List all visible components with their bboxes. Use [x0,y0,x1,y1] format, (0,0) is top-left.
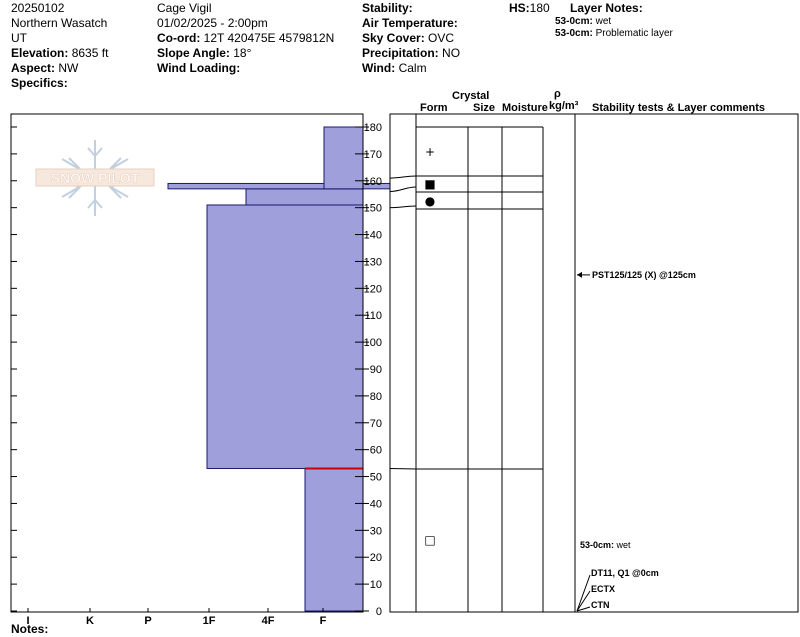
y-tick-label: 100 [364,337,382,349]
state: UT [11,31,27,45]
layer-connectors [389,175,417,470]
layer-note: 53-0cm: Problematic layer [555,28,673,39]
y-tick-label: 130 [364,256,382,268]
layer-notes: Layer Notes: 53-0cm: wet 53-0cm: Problem… [555,1,673,40]
rho-header: ρ [554,88,561,100]
stability-tests: PST125/125 (X) @125cm DT11, Q1 @0cm ECTX CT… [576,270,696,612]
wind: Wind: Calm [362,61,427,75]
snowpilot-watermark: SNOW PILOT [35,140,155,216]
layer-note: 53-0cm: wet [555,16,612,27]
y-tick-label: 30 [370,525,382,537]
wind-loading: Wind Loading: [157,61,241,75]
hardness-plot-frame [10,113,364,613]
y-tick-label: 70 [370,418,382,430]
crystal-form-symbol: ■ [424,177,435,191]
y-tick-label: 40 [370,498,382,510]
size-header: Size [473,102,496,114]
layer-table-frame [389,113,799,613]
layer-table-lines [416,126,544,612]
y-tick-label: 90 [370,364,382,376]
crystal-form-symbol: □ [424,533,435,547]
moisture-header: Moisture [502,102,548,114]
left-ticks [11,126,363,612]
hardness-bar [245,188,364,206]
y-tick-label: 110 [364,310,382,322]
stability-test-label: ECTX [591,584,615,594]
y-tick-label: 180 [364,122,382,134]
x-tick-label: P [144,615,151,627]
stability-test-arrow [576,590,591,612]
form-header: Form [420,102,448,114]
arrow-head [577,271,582,278]
layer-connector [389,205,417,209]
hardness-bar [206,204,364,469]
layer-connector [389,186,417,193]
x-axis-ticks: I K P 1F 4F F [26,608,327,627]
stability-test-label: CTN [591,600,610,610]
sky-cover: Sky Cover: OVC [362,31,455,45]
air-temperature: Air Temperature: [362,16,458,30]
y-tick-label: 60 [370,445,382,457]
stability-test-arrow [576,574,591,612]
coordinates: Co-ord: 12T 420475E 4579812N [157,31,335,45]
x-tick-label: I [26,615,29,627]
layer-comment: 53-0cm: wet [580,540,631,550]
x-tick-label: K [86,615,94,627]
stability-test-label: PST125/125 (X) @125cm [592,270,696,280]
crystal-form-symbol: ● [425,194,435,208]
y-tick-label: 10 [370,579,382,591]
stability-test-label: DT11, Q1 @0cm [591,568,659,578]
observation-datetime: 01/02/2025 - 2:00pm [157,16,268,30]
precipitation: Precipitation: NO [362,46,461,60]
header-left: 20250102 Northern Wasatch UT Elevation: … [11,1,108,91]
layer-comment-range: 53-0cm: [580,540,617,550]
y-tick-label: 0 [376,606,382,618]
y-tick-label: 140 [364,230,382,242]
crystal-form-symbol: + [425,145,435,159]
layer-notes-label: Layer Notes: [570,1,643,15]
elevation: Elevation: 8635 ft [11,46,109,60]
layer-connector [389,467,417,470]
location-name: Cage Vigil [157,1,212,15]
crystal-header: Crystal [452,90,490,102]
specifics: Specifics: [11,76,68,90]
hardness-bar [304,467,364,612]
layer-connector [389,175,417,179]
x-tick-label: 4F [262,615,275,627]
y-axis-ticks: 0 10 20 30 40 50 60 70 80 90 100 110 120 130 140 150 160… [363,122,382,618]
y-tick-label: 150 [364,203,382,215]
y-tick-label: 80 [370,391,382,403]
stability-header: Stability tests & Layer comments [592,102,766,114]
pit-date: 20250102 [11,1,65,15]
layer-comment-text: wet [616,540,632,550]
x-tick-label: 1F [203,615,216,627]
stability-test-arrow [576,606,591,612]
y-tick-label: 20 [370,552,382,564]
region: Northern Wasatch [11,16,108,30]
stability: Stability: [362,1,413,15]
header-right: Stability: Air Temperature: Sky Cover: O… [362,1,460,76]
watermark-text: SNOW PILOT [51,170,140,186]
header-mid: Cage Vigil 01/02/2025 - 2:00pm Co-ord: 1… [157,1,334,76]
hardness-bar [323,126,364,190]
slope-angle: Slope Angle: 18° [157,46,252,60]
notes-label: Notes: [11,622,49,636]
x-tick-label: F [320,615,327,627]
y-tick-label: 170 [364,149,382,161]
y-tick-label: 160 [364,176,382,188]
crystal-symbols: + ■ ● □ [424,145,435,547]
aspect: Aspect: NW [11,61,79,75]
density-unit-header: kg/m³ [549,100,579,112]
y-tick-label: 120 [364,283,382,295]
y-tick-label: 50 [370,472,382,484]
hardness-bars [167,126,391,612]
snow-height: HS:180 [509,1,550,15]
